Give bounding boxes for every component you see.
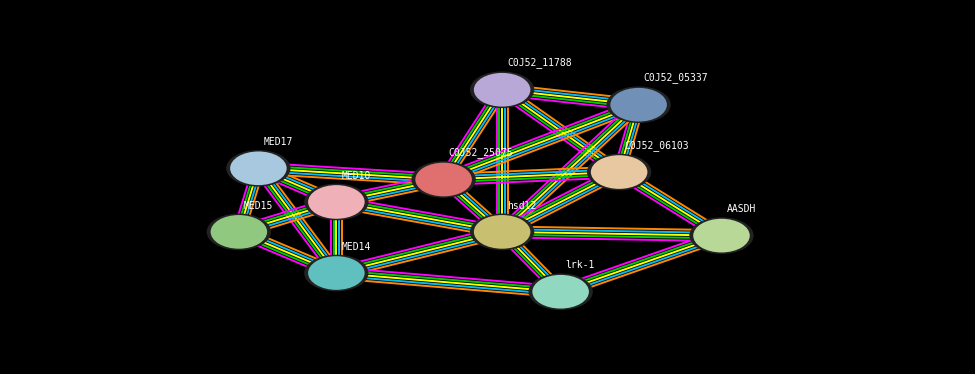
Ellipse shape [226,150,291,187]
Text: hsdl2: hsdl2 [507,200,536,211]
Ellipse shape [211,215,267,249]
Text: C0J52_06103: C0J52_06103 [624,140,688,151]
Ellipse shape [591,155,647,189]
Text: C0J52_05337: C0J52_05337 [644,73,708,83]
Ellipse shape [606,86,671,123]
Ellipse shape [532,275,589,309]
Ellipse shape [470,214,534,250]
Ellipse shape [474,73,530,107]
Ellipse shape [411,161,476,198]
Ellipse shape [207,214,271,250]
Ellipse shape [474,215,530,249]
Text: C0J52_25075: C0J52_25075 [448,147,513,158]
Text: MED10: MED10 [341,171,370,181]
Ellipse shape [470,71,534,108]
Ellipse shape [610,88,667,122]
Text: MED14: MED14 [341,242,370,252]
Text: C0J52_11788: C0J52_11788 [507,58,571,68]
Ellipse shape [308,185,365,219]
Text: lrk-1: lrk-1 [566,260,595,270]
Text: AASDH: AASDH [726,204,756,214]
Ellipse shape [528,273,593,310]
Ellipse shape [689,217,754,254]
Ellipse shape [415,163,472,196]
Text: MED17: MED17 [263,137,292,147]
Ellipse shape [587,154,651,190]
Text: MED15: MED15 [244,200,273,211]
Ellipse shape [304,255,369,291]
Ellipse shape [230,151,287,185]
Ellipse shape [304,184,369,220]
Ellipse shape [308,256,365,290]
Ellipse shape [693,219,750,252]
